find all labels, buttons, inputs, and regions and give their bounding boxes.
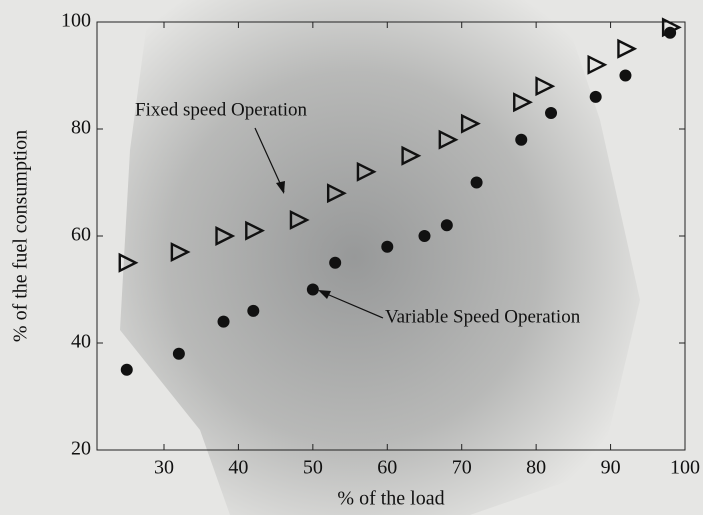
annotation-arrowhead: [318, 290, 331, 299]
circle-marker: [545, 106, 558, 119]
triangle-marker: [245, 220, 265, 241]
y-tick-label: 80: [71, 117, 91, 139]
triangle-marker: [535, 76, 556, 97]
triangle-marker: [356, 161, 377, 182]
circle-marker: [172, 347, 185, 360]
background-photo: [120, 0, 640, 515]
x-tick-label: 90: [601, 457, 621, 479]
x-tick-label: 80: [526, 457, 546, 479]
circle-marker: [440, 219, 453, 232]
x-tick-label: 40: [228, 457, 248, 479]
circle-marker: [619, 69, 632, 82]
circle-marker: [418, 230, 431, 242]
circle-marker: [217, 315, 230, 328]
annotation: Fixed speed Operation: [135, 99, 308, 120]
triangle-marker: [170, 242, 191, 262]
circle-marker: [664, 26, 677, 39]
circle-marker: [120, 363, 133, 376]
triangle-marker: [587, 54, 608, 75]
annotation-arrowhead: [276, 181, 285, 194]
triangle-marker: [617, 38, 638, 59]
triangle-marker: [118, 252, 139, 273]
circle-marker: [589, 90, 602, 103]
circle-marker: [329, 256, 342, 269]
circle-marker: [306, 283, 319, 296]
x-tick-label: 60: [377, 457, 397, 479]
annotation-arrow: [254, 127, 285, 193]
triangle-marker: [215, 226, 236, 246]
x-axis-label: % of the load: [337, 488, 444, 510]
x-tick-label: 70: [452, 457, 472, 479]
circle-marker: [247, 304, 260, 317]
annotation: Variable Speed Operation: [385, 306, 581, 327]
triangle-marker: [401, 145, 422, 166]
y-axis-label: % of the fuel consumption: [10, 130, 32, 342]
y-tick-label: 60: [71, 224, 91, 246]
circle-marker: [381, 240, 394, 253]
triangle-marker: [513, 92, 533, 113]
annotation-arrow: [321, 291, 384, 319]
triangle-marker: [289, 210, 310, 230]
triangle-marker: [460, 113, 481, 134]
y-tick-label: 100: [61, 10, 91, 32]
circle-marker: [515, 133, 528, 146]
circle-marker: [470, 176, 483, 189]
y-tick-label: 40: [71, 331, 91, 353]
triangle-marker: [326, 183, 347, 204]
x-tick-label: 50: [303, 457, 323, 479]
y-tick-label: 20: [71, 438, 91, 460]
x-tick-label: 100: [670, 457, 700, 479]
x-tick-label: 30: [154, 457, 174, 479]
triangle-marker: [438, 129, 459, 150]
